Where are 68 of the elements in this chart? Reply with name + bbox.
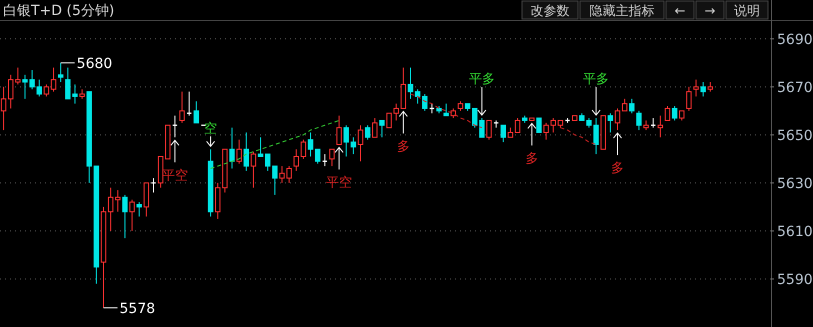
text: 改参数 — [530, 4, 570, 19]
candlestick — [22, 74, 28, 100]
annotation: 多 — [525, 151, 538, 166]
candlestick — [593, 118, 599, 155]
candlestick — [643, 120, 649, 131]
annotation: 5578 — [120, 300, 156, 317]
candlestick — [286, 166, 292, 184]
candlestick — [686, 86, 692, 112]
y-tick-label: 5650 — [777, 128, 813, 144]
candlestick — [172, 115, 178, 138]
candlestick — [79, 88, 85, 100]
candlestick — [679, 110, 684, 121]
candlestick — [664, 106, 670, 121]
candlestick — [372, 118, 378, 138]
candlestick — [194, 100, 200, 124]
annotation: 多 — [611, 161, 624, 176]
candlestick — [58, 62, 64, 83]
candlestick — [186, 91, 192, 116]
candlestick — [443, 103, 449, 116]
y-tick-label: 5630 — [777, 176, 813, 192]
text: 隐藏主指标 — [590, 3, 654, 19]
candlestick — [358, 124, 364, 162]
annotation: 平多 — [468, 72, 495, 88]
candlestick — [608, 112, 614, 133]
text: 说明 — [734, 4, 760, 19]
candlestick — [700, 82, 706, 97]
candlestick — [508, 127, 514, 138]
candlestick — [379, 120, 385, 138]
candlestick — [364, 124, 370, 140]
chart-title: 白银T+D (5分钟) — [3, 3, 114, 19]
candlestick — [179, 91, 185, 124]
candlestick — [486, 120, 492, 140]
annotation: 平多 — [583, 72, 610, 88]
text: ← — [674, 4, 686, 19]
candlestick — [636, 110, 642, 131]
candlestick — [672, 106, 678, 121]
text: → — [704, 4, 716, 19]
annotation: 空 — [204, 121, 218, 136]
candlestick — [650, 118, 656, 128]
candlestick — [129, 199, 135, 232]
candlestick — [50, 67, 56, 92]
candlestick — [708, 82, 714, 92]
candlestick — [536, 118, 542, 133]
candlestick — [458, 100, 464, 112]
candlestick — [44, 84, 50, 97]
candlestick — [322, 154, 328, 167]
candlestick — [250, 151, 256, 188]
candlestick — [279, 166, 285, 184]
candlestick — [408, 67, 414, 100]
candlestick — [244, 132, 250, 172]
candlestick — [693, 79, 699, 97]
candlestick — [614, 108, 620, 131]
candlestick — [514, 118, 520, 133]
y-tick-label: 5610 — [777, 224, 813, 240]
annotation: 多 — [396, 139, 410, 154]
candlestick — [336, 115, 342, 145]
y-tick-label: 5670 — [777, 80, 813, 96]
candlestick — [658, 115, 664, 138]
candlestick — [122, 194, 128, 239]
annotation: 5680 — [76, 56, 112, 72]
y-tick-label: 5590 — [777, 272, 813, 288]
candlestick — [136, 202, 142, 218]
annotation: 平空 — [326, 175, 352, 190]
candlestick — [500, 124, 506, 143]
candlestick — [329, 148, 335, 167]
candlestick — [629, 98, 635, 114]
candlestick — [622, 98, 628, 112]
y-tick-label: 5690 — [777, 32, 813, 48]
